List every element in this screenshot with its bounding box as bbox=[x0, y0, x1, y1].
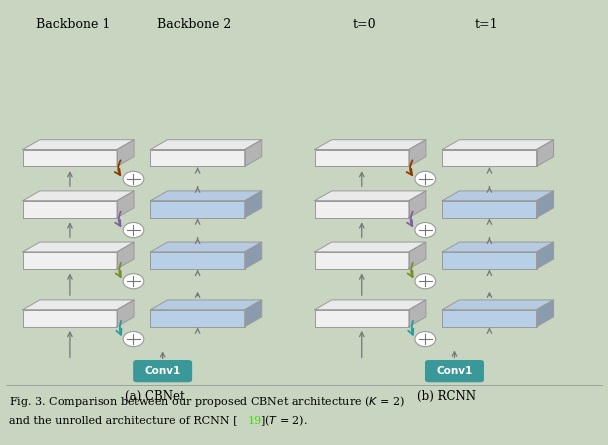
Polygon shape bbox=[315, 310, 409, 327]
Circle shape bbox=[415, 171, 435, 186]
FancyBboxPatch shape bbox=[133, 360, 192, 382]
Polygon shape bbox=[23, 252, 117, 269]
Polygon shape bbox=[150, 150, 244, 166]
Polygon shape bbox=[443, 150, 537, 166]
Polygon shape bbox=[150, 242, 262, 252]
Text: ]($\mathit{T}$ = 2).: ]($\mathit{T}$ = 2). bbox=[260, 413, 308, 428]
Polygon shape bbox=[244, 140, 262, 166]
Polygon shape bbox=[443, 140, 554, 150]
Polygon shape bbox=[409, 242, 426, 269]
Polygon shape bbox=[244, 300, 262, 327]
Polygon shape bbox=[315, 140, 426, 150]
Text: (a) CBNet: (a) CBNet bbox=[125, 390, 185, 404]
Polygon shape bbox=[23, 310, 117, 327]
Polygon shape bbox=[117, 191, 134, 218]
Polygon shape bbox=[23, 140, 134, 150]
Polygon shape bbox=[150, 191, 262, 201]
Polygon shape bbox=[443, 191, 554, 201]
Polygon shape bbox=[23, 201, 117, 218]
Polygon shape bbox=[150, 310, 244, 327]
Circle shape bbox=[415, 332, 435, 347]
FancyBboxPatch shape bbox=[425, 360, 484, 382]
Polygon shape bbox=[150, 201, 244, 218]
Polygon shape bbox=[443, 300, 554, 310]
Polygon shape bbox=[409, 300, 426, 327]
Circle shape bbox=[123, 332, 143, 347]
Text: 19: 19 bbox=[247, 416, 261, 425]
Polygon shape bbox=[117, 242, 134, 269]
Text: t=0: t=0 bbox=[353, 18, 376, 31]
Text: t=1: t=1 bbox=[475, 18, 498, 31]
Polygon shape bbox=[150, 252, 244, 269]
Polygon shape bbox=[315, 252, 409, 269]
Polygon shape bbox=[537, 300, 554, 327]
Text: Fig. 3. Comparison between our proposed CBNet architecture ($\mathit{K}$ = 2): Fig. 3. Comparison between our proposed … bbox=[9, 394, 406, 409]
Circle shape bbox=[415, 222, 435, 238]
Polygon shape bbox=[150, 140, 262, 150]
Text: Backbone 1: Backbone 1 bbox=[36, 18, 110, 31]
Polygon shape bbox=[244, 242, 262, 269]
Polygon shape bbox=[409, 191, 426, 218]
Polygon shape bbox=[315, 201, 409, 218]
Polygon shape bbox=[315, 191, 426, 201]
Polygon shape bbox=[117, 140, 134, 166]
Text: and the unrolled architecture of RCNN [: and the unrolled architecture of RCNN [ bbox=[9, 416, 238, 425]
Polygon shape bbox=[23, 300, 134, 310]
Polygon shape bbox=[23, 242, 134, 252]
Polygon shape bbox=[537, 191, 554, 218]
Text: Backbone 2: Backbone 2 bbox=[157, 18, 232, 31]
Polygon shape bbox=[537, 140, 554, 166]
Polygon shape bbox=[244, 191, 262, 218]
Polygon shape bbox=[117, 300, 134, 327]
Text: Conv1: Conv1 bbox=[437, 366, 472, 376]
Circle shape bbox=[123, 274, 143, 289]
Circle shape bbox=[123, 222, 143, 238]
Polygon shape bbox=[409, 140, 426, 166]
Polygon shape bbox=[315, 242, 426, 252]
Polygon shape bbox=[443, 242, 554, 252]
Text: Conv1: Conv1 bbox=[145, 366, 181, 376]
Polygon shape bbox=[23, 150, 117, 166]
Polygon shape bbox=[23, 191, 134, 201]
Polygon shape bbox=[537, 242, 554, 269]
Polygon shape bbox=[315, 300, 426, 310]
Circle shape bbox=[415, 274, 435, 289]
Polygon shape bbox=[315, 150, 409, 166]
Circle shape bbox=[123, 171, 143, 186]
Polygon shape bbox=[150, 300, 262, 310]
Polygon shape bbox=[443, 310, 537, 327]
Polygon shape bbox=[443, 201, 537, 218]
Text: (b) RCNN: (b) RCNN bbox=[417, 390, 477, 404]
Polygon shape bbox=[443, 252, 537, 269]
